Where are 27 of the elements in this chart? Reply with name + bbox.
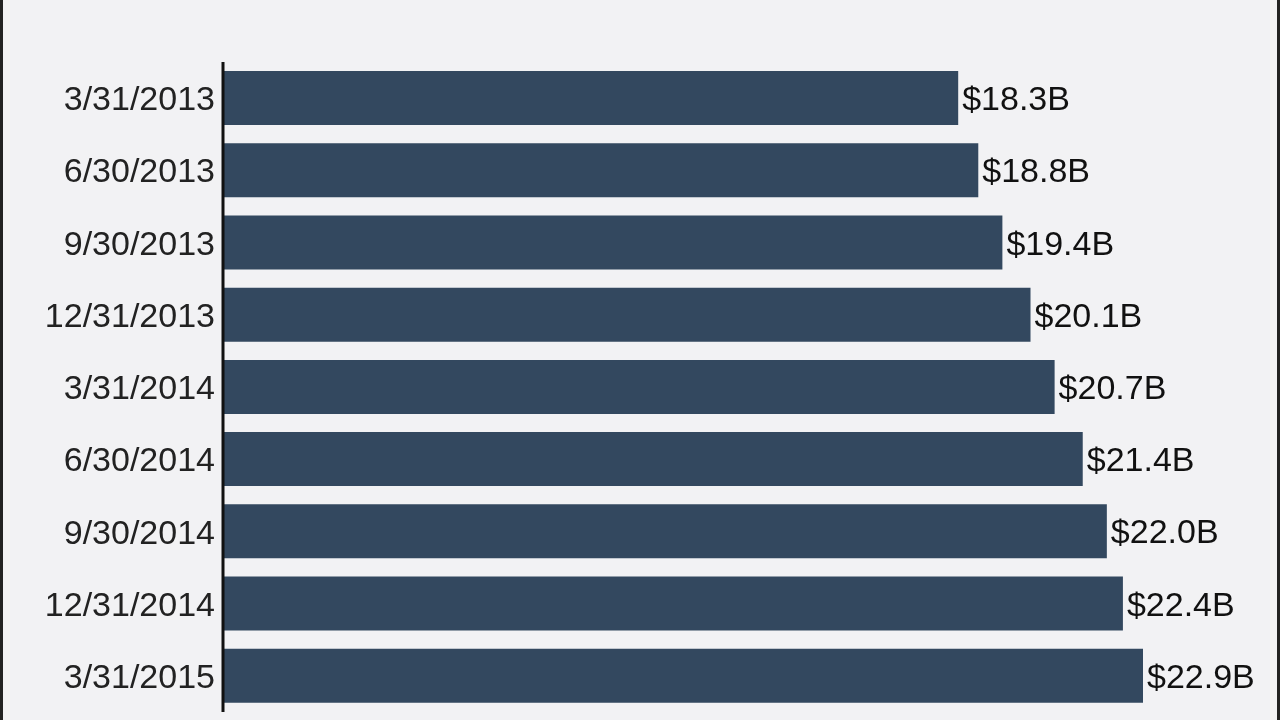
y-tick-label: 9/30/2014 <box>63 512 215 551</box>
bar <box>223 576 1123 631</box>
bar <box>223 71 959 125</box>
y-tick-label: 12/31/2014 <box>44 584 215 623</box>
data-label: $21.4B <box>1086 440 1195 479</box>
bar <box>223 504 1107 559</box>
bar <box>223 143 979 198</box>
data-label: $18.3B <box>962 79 1070 118</box>
data-label: $19.4B <box>1006 223 1115 262</box>
bar <box>223 215 1003 270</box>
bar <box>223 287 1031 342</box>
bar <box>223 432 1083 487</box>
data-label: $18.8B <box>982 151 1091 190</box>
y-tick-label: 9/30/2013 <box>63 223 215 262</box>
data-label: $20.1B <box>1034 295 1143 334</box>
y-tick-label: 6/30/2014 <box>63 440 215 479</box>
y-tick-label: 3/31/2015 <box>63 656 215 695</box>
data-label: $20.7B <box>1058 367 1167 406</box>
y-tick-label: 12/31/2013 <box>44 295 215 334</box>
data-label: $22.9B <box>1147 656 1255 695</box>
data-label: $22.0B <box>1110 512 1219 551</box>
y-tick-label: 6/30/2013 <box>63 151 215 190</box>
bar <box>223 648 1143 703</box>
y-tick-label: 3/31/2014 <box>63 368 215 407</box>
bar <box>223 359 1055 414</box>
data-label: $22.4B <box>1126 584 1235 623</box>
y-tick-label: 3/31/2013 <box>63 79 215 118</box>
